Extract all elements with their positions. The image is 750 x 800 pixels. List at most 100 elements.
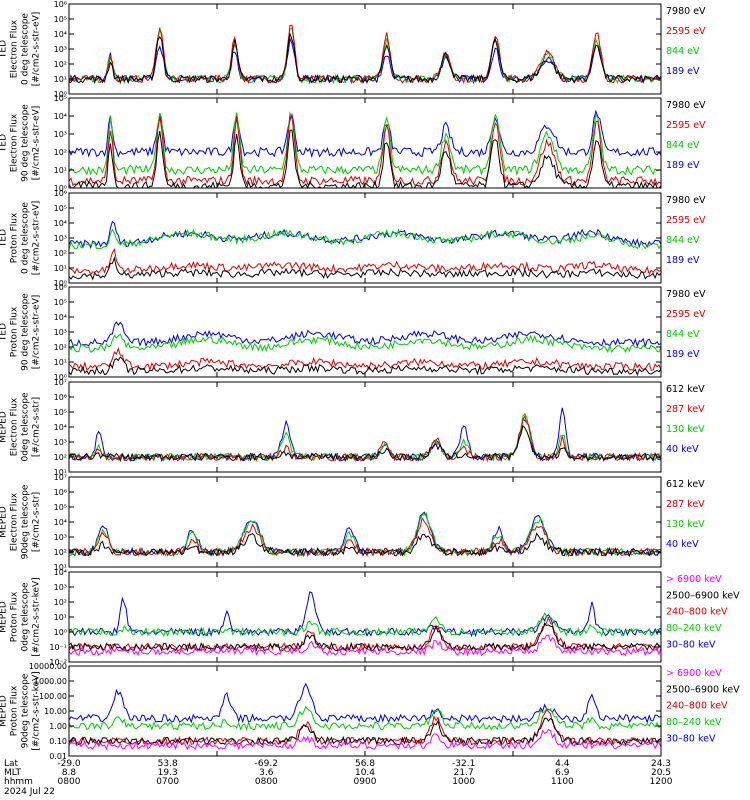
- legend-entry: 189 eV: [666, 349, 700, 360]
- axis-row-value: 1100: [551, 777, 574, 787]
- y-tick-label: 10⁻²: [49, 658, 67, 667]
- y-tick-label: 10³: [54, 438, 67, 447]
- panel-title-line: MEPED: [0, 601, 9, 633]
- legend-entry: 2500–6900 keV: [666, 590, 740, 601]
- panel-title: TED Electron Flux 90 deg telescope [#/cm2-s…: [0, 104, 42, 182]
- panel-title-line: 90deg telescope: [21, 673, 31, 748]
- y-tick-label: 10⁵: [54, 15, 67, 24]
- panel-title-line: 0deg telescope: [21, 392, 31, 462]
- axis-row-value: 1200: [650, 777, 673, 787]
- y-tick-label: 10²: [54, 60, 67, 69]
- y-tick-label: 10²: [54, 148, 67, 157]
- panel-title-line: 90deg telescope: [21, 484, 31, 559]
- trace-2500-6900-kev: [69, 622, 661, 653]
- panel-traces: [69, 109, 661, 188]
- trace-130-kev: [69, 413, 661, 462]
- panel-title-line: [#/cm2-s-str-eV]: [32, 106, 42, 181]
- y-tick-label: 10⁰: [54, 90, 67, 99]
- legend-entry: 30–80 keV: [666, 639, 716, 650]
- axis-row-value: 6.9: [555, 768, 570, 778]
- legend-entry: 80–240 keV: [666, 623, 722, 634]
- legend-entry: 130 keV: [666, 424, 705, 435]
- y-tick-label: 10⁵: [54, 408, 67, 417]
- trace-287-kev: [69, 516, 661, 558]
- y-tick-label: 10⁰: [54, 628, 67, 637]
- panel-title: TED Proton Flux 0 deg telescope [#/cm2-s-st…: [0, 201, 42, 276]
- axis-row-value: 1000: [452, 777, 475, 787]
- trace-30-80-kev: [69, 682, 661, 724]
- axis-row-value: 8.8: [62, 768, 77, 778]
- trace-130-kev: [69, 512, 661, 558]
- panel-title-line: MEPED: [0, 411, 9, 443]
- panel-4: 10⁰ 10¹ 10² 10³ 10⁴ 10⁵ 10⁶ TED Proton Flux 90 de…: [0, 283, 706, 382]
- legend-entry: 844 eV: [666, 235, 700, 246]
- axis-row-value: 20.5: [651, 768, 671, 778]
- panel-title-line: 0deg telescope: [21, 582, 31, 652]
- axis-row-label: MLT: [4, 768, 22, 778]
- legend-entry: > 6900 keV: [666, 668, 722, 679]
- trace-7980-ev: [69, 129, 661, 188]
- panel-title-line: [#/cm2-s-str-eV]: [32, 295, 42, 370]
- legend-entry: 2595 eV: [666, 309, 706, 320]
- y-tick-label: 10⁴: [54, 30, 67, 39]
- panel-8: 0.010.101.0010.00100.001000.0010000.00ME…: [0, 662, 740, 761]
- panel-title: TED Electron Flux 0 deg telescope [#/cm2-s-…: [0, 12, 42, 87]
- panel-5: 10¹ 10² 10³ 10⁴ 10⁵ 10⁶ 10⁷ MEPED Electron Flux 0…: [0, 378, 705, 477]
- axis-row-value: 56.8: [355, 759, 375, 769]
- panel-title-line: Proton Flux: [10, 306, 20, 357]
- y-tick-label: 10¹: [54, 75, 67, 84]
- axis-row-value: -32.1: [452, 759, 475, 769]
- axis-row-value: -69.2: [255, 759, 278, 769]
- legend-entry: 130 keV: [666, 519, 705, 530]
- y-tick-label: 0.10: [49, 737, 67, 746]
- panel-title: MEPED Electron Flux 90deg telescope [#/cm2-…: [0, 484, 42, 559]
- panel-title-line: [#/cm2-s-str-eV]: [32, 201, 42, 276]
- y-tick-label: 10¹: [54, 264, 67, 273]
- panel-title-line: Proton Flux: [10, 212, 20, 263]
- trace-844-ev: [69, 27, 661, 85]
- y-tick-label: 10.00: [44, 707, 67, 716]
- panel-title-line: [#/cm2-s-str]: [32, 397, 42, 457]
- panel-title-line: [#/cm2-s-str-keV]: [32, 577, 42, 656]
- y-tick-label: 10⁴: [54, 568, 67, 577]
- trace-844-ev: [69, 333, 661, 353]
- panel-traces: [69, 682, 661, 751]
- legend-entry: 844 eV: [666, 140, 700, 151]
- axis-row-value: 0700: [156, 777, 179, 787]
- axis-row-value: 24.3: [651, 759, 671, 769]
- panel-traces: [69, 24, 661, 85]
- panel-title-line: Electron Flux: [10, 492, 20, 551]
- y-tick-label: 10⁴: [54, 313, 67, 322]
- y-tick-label: 10⁰: [54, 184, 67, 193]
- legend-entry: 80–240 keV: [666, 717, 722, 728]
- y-tick-label: 10⁶: [54, 488, 67, 497]
- axis-row-value: 53.8: [158, 759, 178, 769]
- panel-traces: [69, 321, 661, 377]
- legend-entry: 7980 eV: [666, 100, 706, 111]
- panel-title-line: Proton Flux: [10, 685, 20, 736]
- y-tick-label: 10⁻¹: [49, 643, 67, 652]
- panel-title-line: [#/cm2-s-str-keV]: [32, 671, 42, 750]
- panel-title-line: Electron Flux: [10, 397, 20, 456]
- y-tick-label: 10¹: [54, 563, 67, 572]
- y-tick-label: 10⁴: [54, 219, 67, 228]
- legend-entry: 30–80 keV: [666, 733, 716, 744]
- y-tick-label: 10²: [54, 548, 67, 557]
- trace-2595-ev: [69, 115, 661, 188]
- axis-row-value: 10.4: [355, 768, 375, 778]
- y-tick-label: 10²: [54, 249, 67, 258]
- trace-189-ev: [69, 321, 661, 348]
- y-tick-label: 10⁴: [54, 518, 67, 527]
- legend-entry: 287 keV: [666, 404, 705, 415]
- panel-1: 10⁰ 10¹ 10² 10³ 10⁴ 10⁵ 10⁶ TED Electron Flux 0 d…: [0, 0, 706, 99]
- legend-entry: 40 keV: [666, 444, 699, 455]
- trace-2595-ev: [69, 24, 661, 85]
- y-tick-label: 10⁶: [54, 283, 67, 292]
- trace--6900-kev: [69, 728, 661, 751]
- axis-row-value: 0800: [255, 777, 278, 787]
- y-tick-label: 10³: [54, 234, 67, 243]
- y-tick-label: 10²: [54, 453, 67, 462]
- trace-80-240-kev: [69, 611, 661, 638]
- legend-entry: 240–800 keV: [666, 607, 728, 618]
